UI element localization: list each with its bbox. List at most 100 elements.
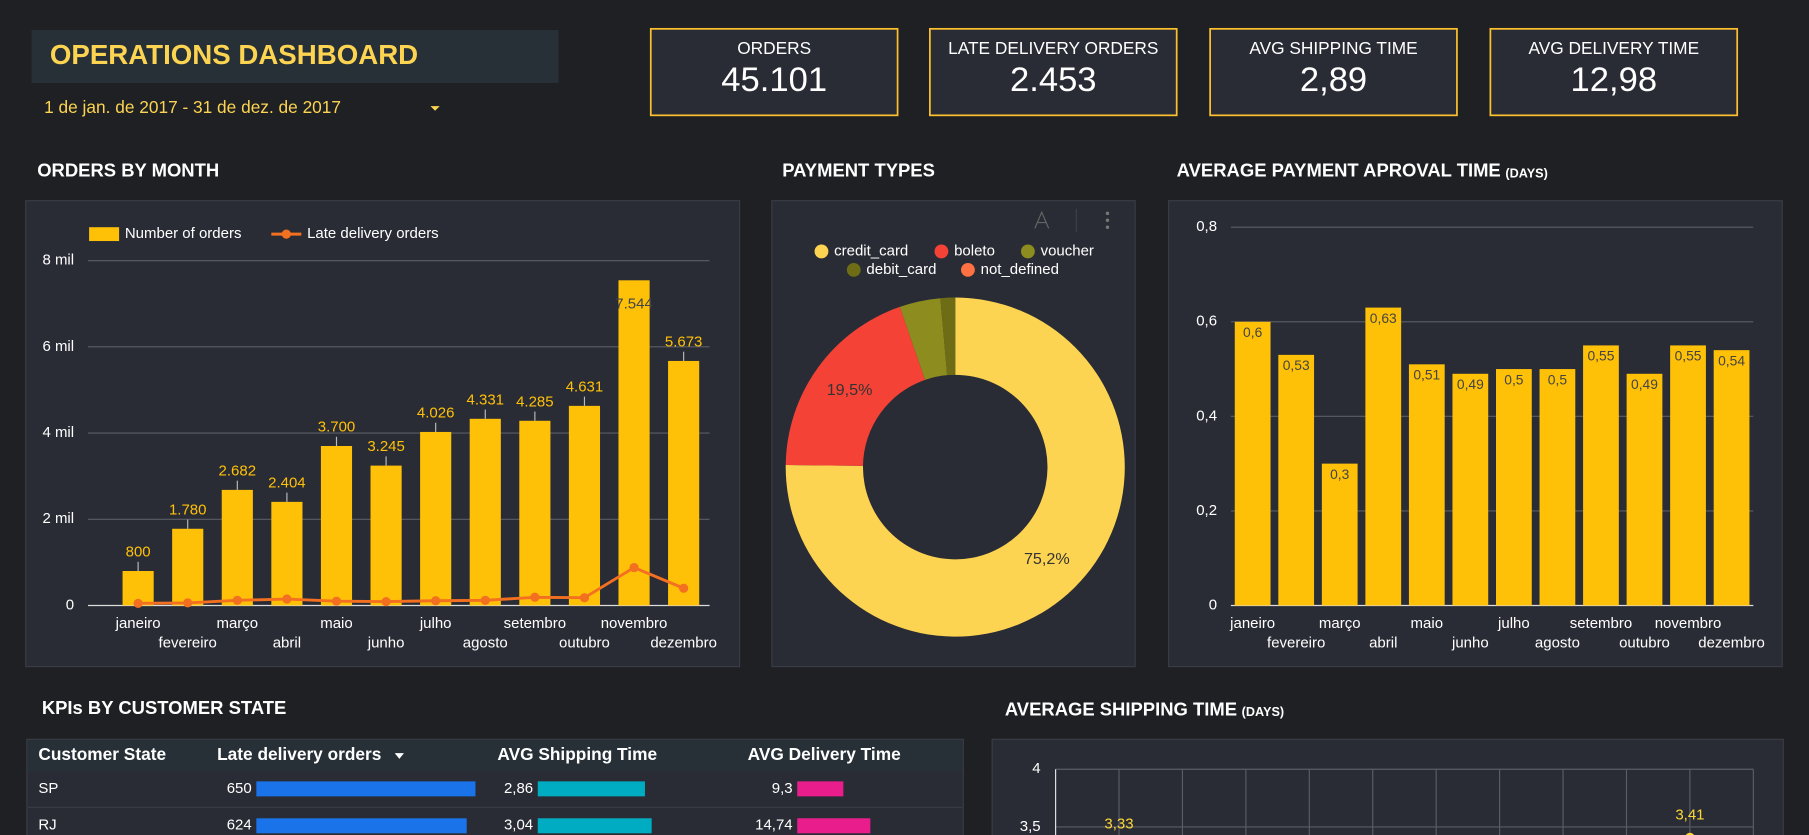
line-point <box>579 593 590 603</box>
legend-dot <box>846 262 861 277</box>
date-range[interactable]: 1 de jan. de 2017 - 31 de dez. de 2017 <box>44 97 341 117</box>
line <box>138 565 685 605</box>
bar <box>1626 373 1663 606</box>
chart-title: ORDERS BY MONTH <box>37 160 219 181</box>
x-tick-label: janeiro <box>1229 615 1275 632</box>
value-label: 0,49 <box>1457 376 1484 392</box>
cell-value: 2,86 <box>504 780 533 797</box>
value-label: 0,54 <box>1718 352 1745 368</box>
legend-label: not_defined <box>981 261 1059 278</box>
x-tick-label: janeiro <box>115 615 161 632</box>
x-tick-label: maio <box>320 615 352 632</box>
x-tick-label: abril <box>1369 635 1397 652</box>
cell-text: SP <box>38 780 58 797</box>
x-tick-label: dezembro <box>650 635 717 652</box>
y-tick-label: 4 mil <box>42 424 74 441</box>
line-point <box>331 596 342 606</box>
x-tick-label: dezembro <box>1698 635 1765 652</box>
bar <box>320 446 353 606</box>
kpi-box <box>1209 27 1458 117</box>
value-label: 75,2% <box>1024 550 1070 568</box>
legend-label: voucher <box>1041 242 1094 259</box>
line-point <box>1685 832 1694 835</box>
y-tick-label: 8 mil <box>42 252 74 269</box>
bar <box>519 420 551 606</box>
legend-label: debit_card <box>866 261 936 278</box>
y-tick-label: 0,8 <box>1196 218 1217 235</box>
kpi-label: AVG DELIVERY TIME <box>1528 38 1699 58</box>
sort-caret <box>394 753 404 759</box>
legend-dot <box>1020 244 1035 259</box>
pie-slice <box>785 297 1125 637</box>
x-tick-label: fevereiro <box>1267 635 1325 652</box>
x-tick-label: novembro <box>601 615 668 632</box>
value-label: 7.544 <box>615 295 653 312</box>
cell-value: 650 <box>227 780 252 797</box>
line-point <box>629 562 639 573</box>
kpi-value: 2.453 <box>1010 61 1097 99</box>
cell-text: RJ <box>38 817 56 834</box>
value-label: 5.673 <box>665 333 702 350</box>
y-tick-label: 0,2 <box>1196 502 1217 519</box>
y-tick-label: 3,5 <box>1020 818 1041 835</box>
bar <box>1408 364 1445 606</box>
legend-dot <box>934 244 949 259</box>
sort-icon[interactable] <box>1034 210 1050 229</box>
y-tick-label: 2 mil <box>42 510 74 527</box>
bar <box>1496 369 1532 606</box>
x-tick-label: junho <box>1451 635 1489 652</box>
legend-label: credit_card <box>834 242 908 259</box>
bar <box>469 418 501 606</box>
table-header <box>27 740 963 772</box>
y-tick-label: 0,6 <box>1196 313 1217 330</box>
legend-dot <box>961 262 975 277</box>
kpi-box <box>649 27 899 117</box>
x-tick-label: maio <box>1411 615 1443 632</box>
x-tick-label: agosto <box>463 635 508 652</box>
bar <box>172 528 204 606</box>
legend-swatch <box>89 227 120 242</box>
bar <box>420 431 452 606</box>
x-tick-label: julho <box>1497 615 1530 632</box>
value-label: 3,41 <box>1675 806 1704 823</box>
x-tick-label: março <box>1319 615 1361 632</box>
legend-dot <box>814 244 829 259</box>
pie-slice <box>785 306 926 466</box>
value-label: 0,55 <box>1675 348 1702 364</box>
x-tick-label: setembro <box>1570 615 1632 632</box>
chart-title: AVERAGE SHIPPING TIME <box>1005 698 1237 719</box>
value-label: 800 <box>126 544 151 561</box>
bar <box>1365 307 1402 606</box>
legend-dot <box>281 229 291 239</box>
cell-bar <box>256 781 476 797</box>
cell-bar <box>256 818 467 834</box>
bar <box>1713 350 1750 606</box>
value-label: 3,33 <box>1104 816 1133 833</box>
value-label: 4.026 <box>417 404 455 421</box>
value-label: 4.631 <box>566 378 604 395</box>
bar <box>618 280 650 606</box>
bar <box>1539 369 1576 606</box>
kpi-label: ORDERS <box>737 38 811 58</box>
cell-value: 14,74 <box>755 817 793 834</box>
line-point <box>431 596 441 606</box>
kpi-value: 45.101 <box>721 61 827 99</box>
bar <box>221 489 253 606</box>
value-label: 4.331 <box>467 391 505 408</box>
value-label: 0,53 <box>1283 357 1310 373</box>
y-tick-label: 0,4 <box>1196 407 1217 424</box>
y-tick-label: 6 mil <box>42 338 74 355</box>
column-header: Customer State <box>38 744 166 764</box>
x-tick-label: novembro <box>1655 615 1722 632</box>
menu-icon[interactable] <box>1105 211 1110 229</box>
chart-title: AVERAGE PAYMENT APROVAL TIME <box>1177 160 1501 181</box>
date-caret[interactable] <box>430 106 440 111</box>
legend-label: boleto <box>954 242 995 259</box>
value-label: 2.404 <box>268 474 306 491</box>
value-label: 0,5 <box>1548 371 1568 387</box>
bar <box>1670 345 1706 606</box>
x-tick-label: fevereiro <box>159 635 217 652</box>
x-tick-label: julho <box>419 615 452 632</box>
